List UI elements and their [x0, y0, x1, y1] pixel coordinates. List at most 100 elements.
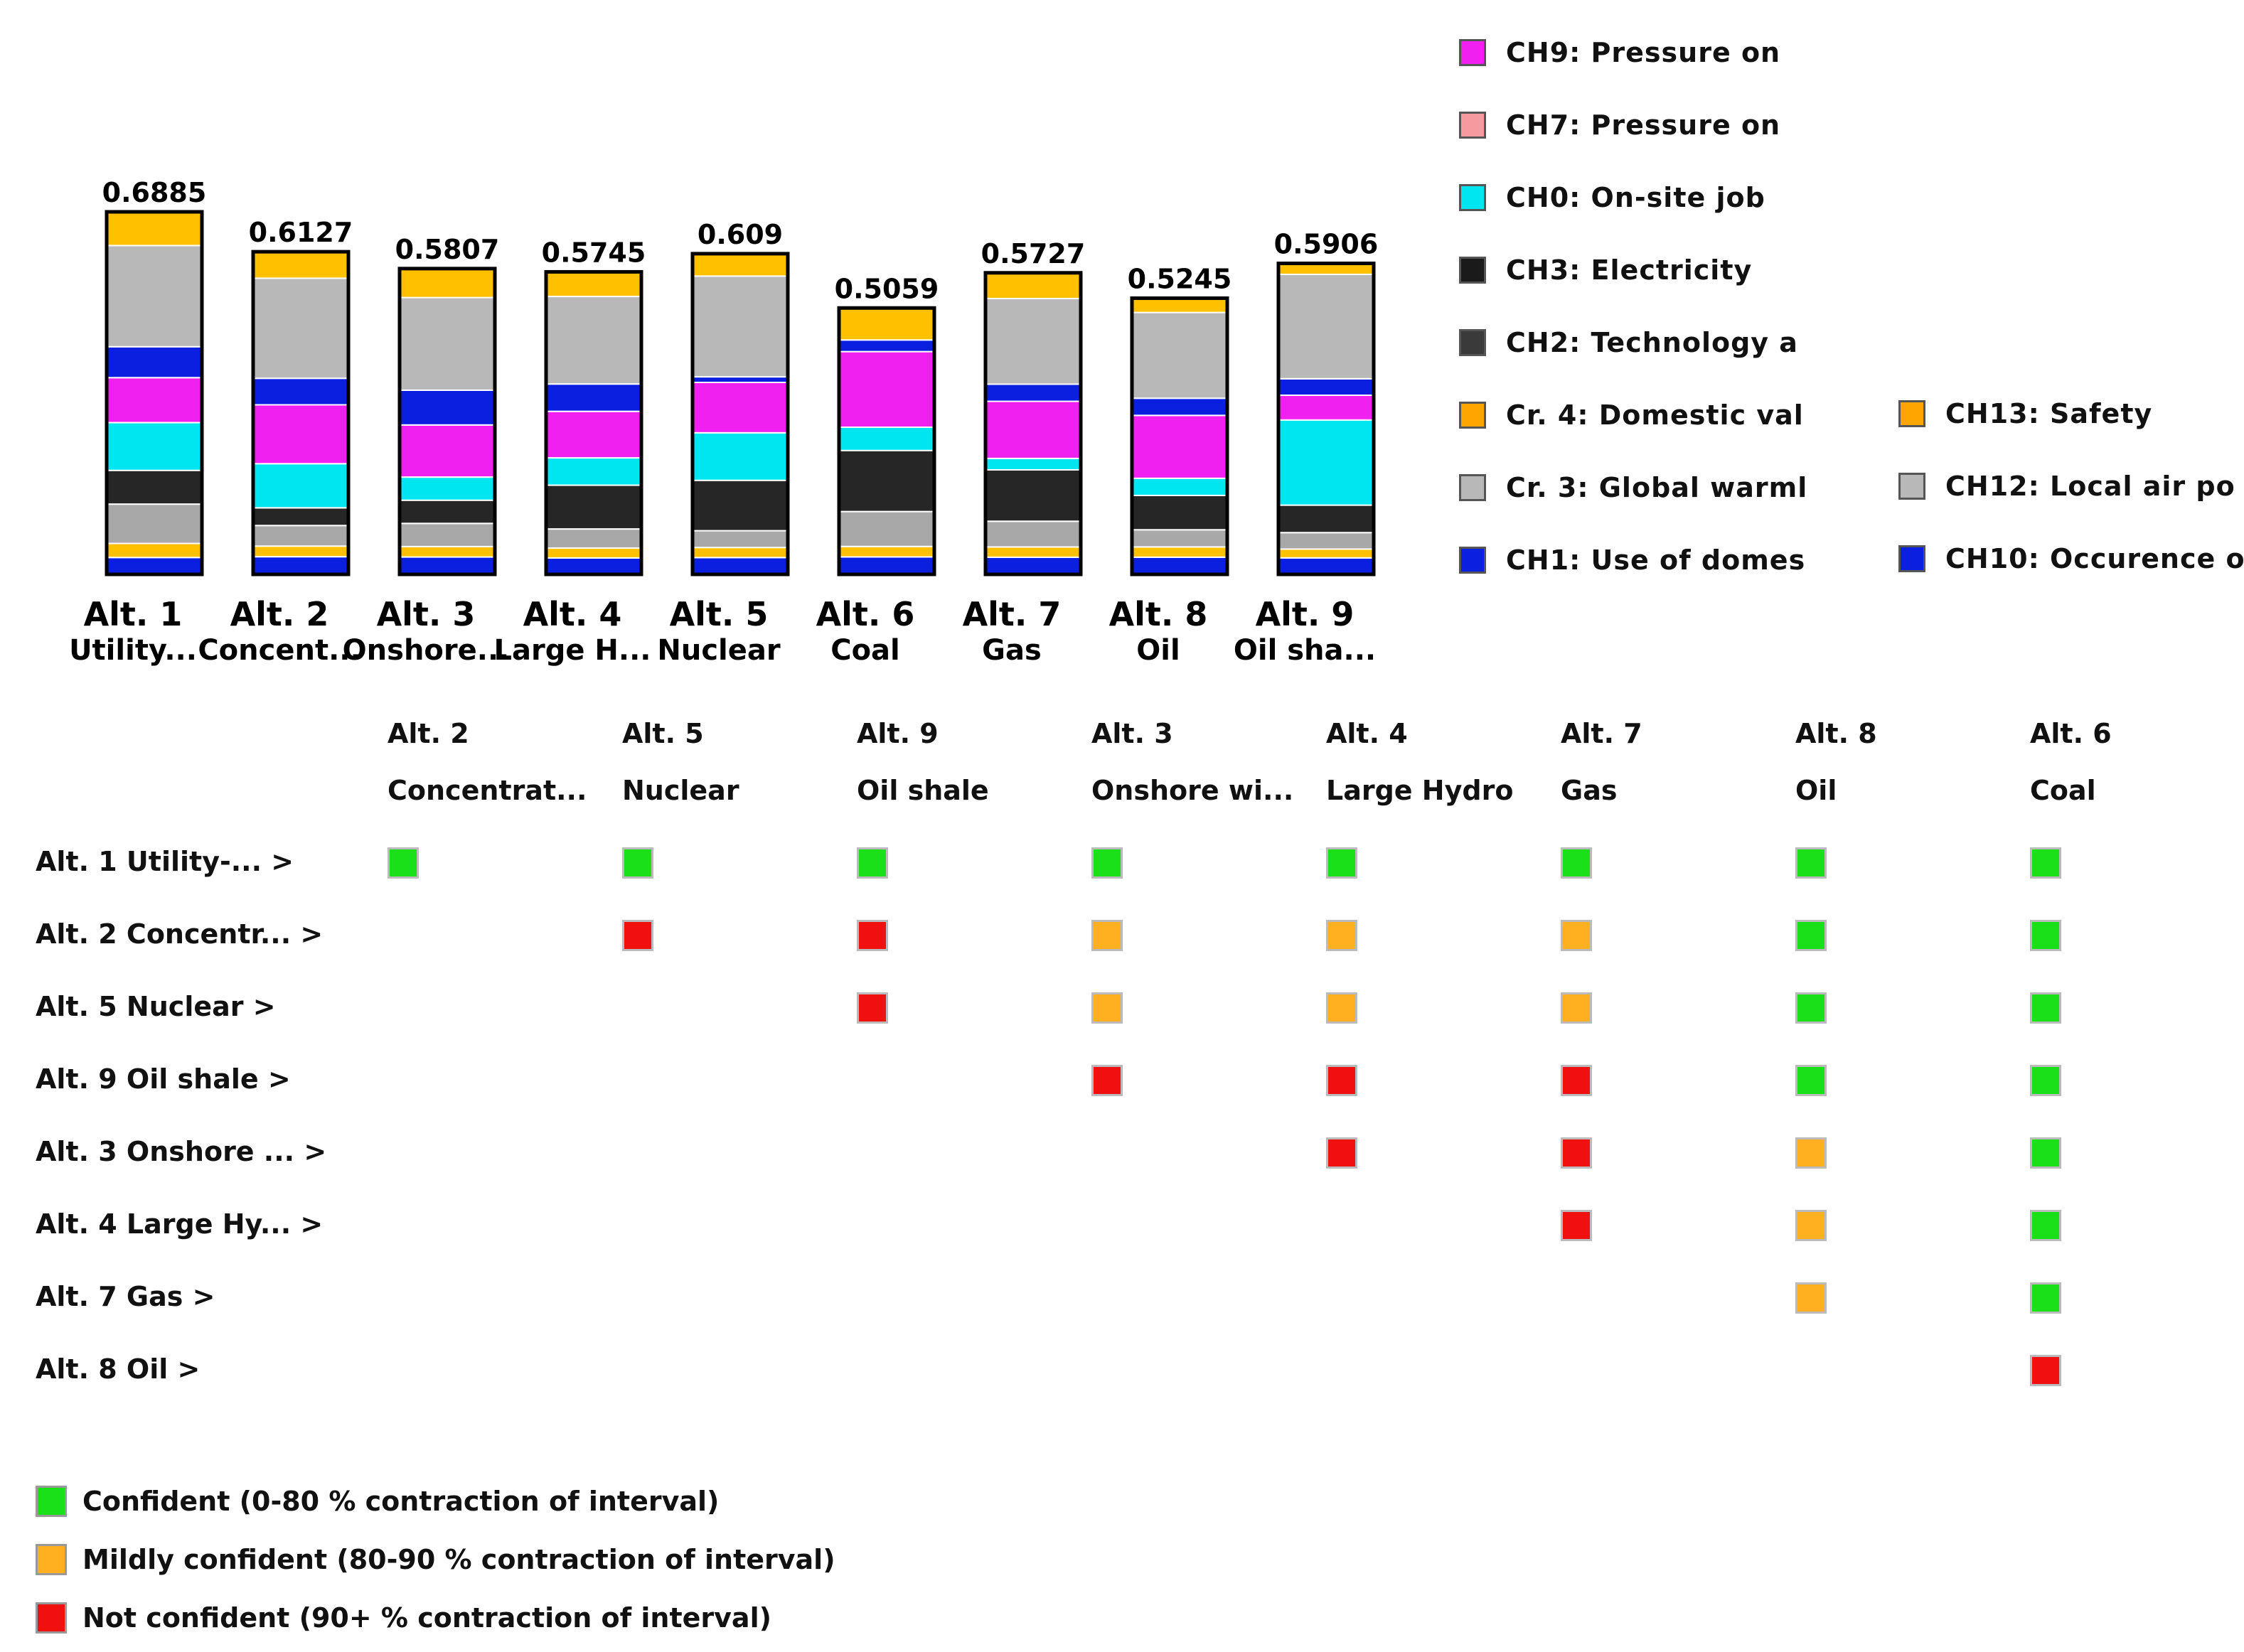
legend-swatch	[1459, 257, 1486, 284]
legend-item-a-3: CH0: On-site job	[1459, 182, 1765, 213]
bar-6-segment-4	[838, 449, 935, 513]
bar-5-segment-8	[692, 275, 789, 378]
bar-8-segment-6	[1131, 414, 1228, 479]
confidence-cell	[1326, 1137, 1357, 1169]
bar-8-segment-4	[1131, 494, 1228, 531]
confidence-label: Confident (0-80 % contraction of interva…	[82, 1486, 720, 1517]
bar-1-segment-3	[106, 503, 203, 545]
row-label[interactable]: Alt. 8 Oil >	[36, 1353, 201, 1385]
legend-label: Cr. 3: Global warml	[1506, 472, 1808, 503]
confidence-cell	[1326, 992, 1357, 1024]
category-sublabel: Large H...	[494, 634, 651, 667]
bar-2-segment-7	[252, 377, 349, 406]
legend-item-b-1: CH13: Safety	[1898, 398, 2152, 429]
bar-6-segment-9	[838, 307, 935, 341]
legend-swatch	[1459, 112, 1486, 139]
row-label[interactable]: Alt. 7 Gas >	[36, 1281, 215, 1312]
bar-2-segment-3	[252, 525, 349, 547]
row-label[interactable]: Alt. 3 Onshore ... >	[36, 1136, 327, 1167]
bar-3-segment-8	[399, 296, 496, 391]
bar-3-segment-3	[399, 522, 496, 547]
bar-7-segment-9	[985, 272, 1081, 299]
bar-7	[983, 271, 1083, 576]
confidence-cell	[388, 847, 419, 879]
legend-swatch	[1898, 400, 1925, 427]
bar-6-segment-3	[838, 510, 935, 547]
bar-5-segment-2	[692, 547, 789, 559]
bar-6	[837, 306, 936, 576]
category-sublabel: Onshore...	[343, 634, 510, 667]
category-sublabel: Nuclear	[657, 634, 780, 667]
confidence-legend-item: Not confident (90+ % contraction of inte…	[36, 1602, 771, 1634]
bar-8	[1130, 296, 1229, 576]
row-label[interactable]: Alt. 9 Oil shale >	[36, 1063, 291, 1095]
legend-label: Cr. 4: Domestic val	[1506, 399, 1804, 431]
category-label: Alt. 5	[670, 595, 769, 633]
column-name-label: Large Hydro	[1326, 775, 1514, 806]
column-name-label: Coal	[2030, 775, 2096, 806]
column-alt-label: Alt. 6	[2030, 718, 2112, 749]
bar-total-label: 0.5727	[981, 238, 1086, 269]
category-sublabel: Gas	[982, 634, 1042, 667]
bar-7-segment-1	[985, 556, 1081, 576]
bar-7-segment-4	[985, 468, 1081, 522]
bar-9-outline	[1276, 262, 1376, 576]
bar-1-segment-7	[106, 345, 203, 379]
column-alt-label: Alt. 9	[857, 718, 939, 749]
row-label[interactable]: Alt. 5 Nuclear >	[36, 991, 276, 1022]
bar-5	[690, 252, 790, 576]
confidence-legend-item: Mildly confident (80-90 % contraction of…	[36, 1544, 835, 1575]
confidence-cell	[1561, 1065, 1592, 1096]
legend-swatch	[1459, 547, 1486, 574]
confidence-cell	[1091, 920, 1123, 951]
confidence-cell	[1795, 920, 1827, 951]
bar-9-segment-2	[1278, 548, 1374, 559]
bar-1-segment-5	[106, 422, 203, 471]
column-alt-label: Alt. 5	[622, 718, 704, 749]
confidence-cell	[1795, 1065, 1827, 1096]
bar-6-segment-6	[838, 350, 935, 428]
bar-5-segment-6	[692, 381, 789, 434]
column-name-label: Oil	[1795, 775, 1837, 806]
row-label[interactable]: Alt. 4 Large Hy... >	[36, 1208, 324, 1240]
category-label: Alt. 3	[377, 595, 476, 633]
confidence-swatch	[36, 1602, 67, 1634]
confidence-legend-item: Confident (0-80 % contraction of interva…	[36, 1486, 719, 1517]
bar-total-label: 0.5059	[835, 273, 939, 304]
bar-total-label: 0.6885	[102, 177, 207, 208]
confidence-cell	[1561, 1137, 1592, 1169]
category-label: Alt. 4	[523, 595, 622, 633]
column-alt-label: Alt. 3	[1091, 718, 1173, 749]
row-label[interactable]: Alt. 1 Utility-... >	[36, 846, 294, 877]
legend-label: CH0: On-site job	[1506, 182, 1765, 213]
legend-item-a-6: Cr. 4: Domestic val	[1459, 399, 1804, 431]
bar-total-label: 0.6127	[249, 217, 353, 248]
legend-item-a-7: Cr. 3: Global warml	[1459, 472, 1807, 503]
confidence-cell	[1795, 1137, 1827, 1169]
legend-swatch	[1898, 473, 1925, 500]
legend-label: CH13: Safety	[1945, 398, 2153, 429]
bar-4-segment-1	[545, 557, 642, 576]
bar-1-segment-4	[106, 469, 203, 505]
bar-9-segment-3	[1278, 532, 1374, 550]
bar-3-segment-7	[399, 389, 496, 426]
bar-2-segment-4	[252, 507, 349, 527]
confidence-cell	[1326, 1065, 1357, 1096]
confidence-cell	[1795, 847, 1827, 879]
bar-9-segment-8	[1278, 273, 1374, 380]
column-alt-label: Alt. 4	[1326, 718, 1408, 749]
category-sublabel: Oil sha...	[1234, 634, 1376, 667]
bar-6-outline	[837, 306, 936, 576]
legend-item-a-4: CH3: Electricity	[1459, 254, 1752, 286]
bar-6-segment-2	[838, 545, 935, 558]
confidence-cell	[1091, 847, 1123, 879]
legend-label: CH9: Pressure on	[1506, 37, 1781, 68]
bar-2	[251, 250, 351, 576]
bar-8-segment-5	[1131, 477, 1228, 496]
row-label[interactable]: Alt. 2 Concentr... >	[36, 918, 324, 950]
category-label: Alt. 2	[230, 595, 329, 633]
confidence-label: Not confident (90+ % contraction of inte…	[82, 1602, 771, 1634]
bar-4-segment-3	[545, 528, 642, 549]
bar-8-segment-7	[1131, 397, 1228, 417]
bar-4-segment-5	[545, 457, 642, 486]
